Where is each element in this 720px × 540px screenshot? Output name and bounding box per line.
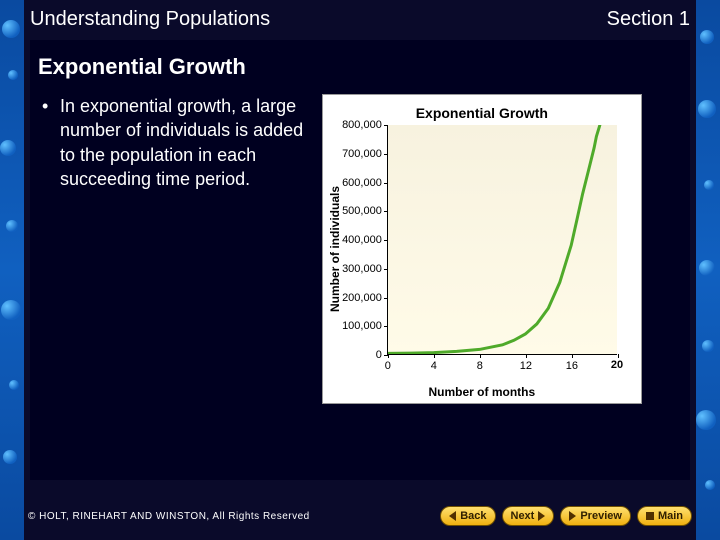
square-icon	[646, 512, 654, 520]
play-icon	[569, 511, 576, 521]
ytick-label: 0	[334, 349, 382, 361]
preview-label: Preview	[580, 510, 622, 522]
xtick-label: 4	[431, 360, 437, 372]
decorative-border-right	[696, 0, 720, 540]
chart-xmax-bold: 20	[611, 359, 623, 371]
slide-title: Exponential Growth	[30, 40, 690, 90]
arrow-right-icon	[538, 511, 545, 521]
preview-button[interactable]: Preview	[560, 506, 631, 526]
ytick-label: 600,000	[334, 177, 382, 189]
chart-xlabel: Number of months	[428, 385, 535, 399]
chart-card: Exponential Growth Number of individuals…	[322, 94, 642, 404]
copyright-text: © HOLT, RINEHART AND WINSTON, All Rights…	[28, 511, 310, 522]
back-button[interactable]: Back	[440, 506, 495, 526]
bullet-text: In exponential growth, a large number of…	[60, 94, 312, 191]
xtick-label: 8	[477, 360, 483, 372]
xtick-label: 16	[566, 360, 578, 372]
ytick-label: 300,000	[334, 263, 382, 275]
arrow-left-icon	[449, 511, 456, 521]
ytick-label: 800,000	[334, 119, 382, 131]
main-button[interactable]: Main	[637, 506, 692, 526]
ytick-label: 200,000	[334, 292, 382, 304]
ytick-label: 400,000	[334, 234, 382, 246]
nav-bar: Back Next Preview Main	[440, 506, 692, 526]
slide-content: Exponential Growth • In exponential grow…	[30, 40, 690, 480]
ytick-label: 100,000	[334, 320, 382, 332]
chapter-title: Understanding Populations	[30, 8, 270, 31]
xtick-label: 0	[385, 360, 391, 372]
chart-line	[388, 125, 617, 354]
chart-plot-area: 0100,000200,000300,000400,000500,000600,…	[387, 125, 617, 355]
section-label: Section 1	[607, 8, 690, 31]
ytick-label: 700,000	[334, 148, 382, 160]
xtick-label: 12	[520, 360, 532, 372]
decorative-border-left	[0, 0, 24, 540]
bullet-item: • In exponential growth, a large number …	[42, 94, 312, 191]
next-button[interactable]: Next	[502, 506, 555, 526]
back-label: Back	[460, 510, 486, 522]
ytick-label: 500,000	[334, 205, 382, 217]
main-label: Main	[658, 510, 683, 522]
next-label: Next	[511, 510, 535, 522]
